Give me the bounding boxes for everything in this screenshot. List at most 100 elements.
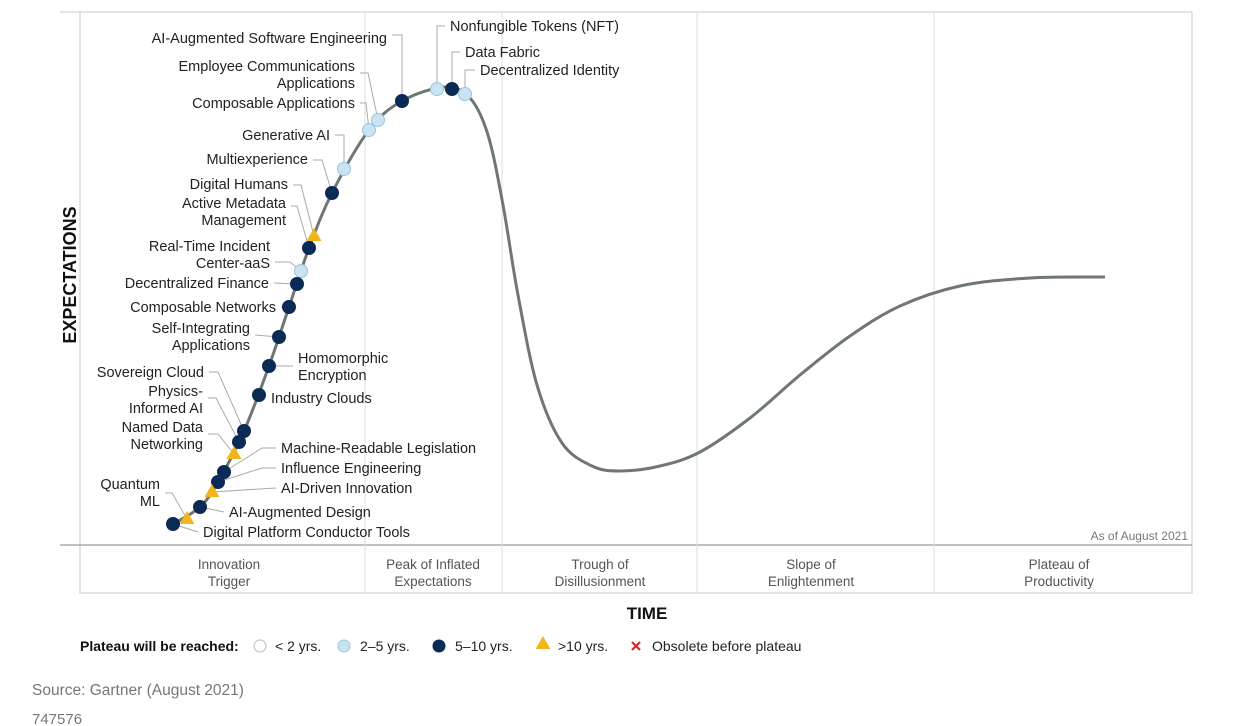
technology-label: Nonfungible Tokens (NFT) bbox=[450, 19, 619, 35]
technology-labels: AI-Augmented Software Engineering Employe… bbox=[97, 19, 620, 541]
leader-line bbox=[392, 34, 403, 101]
phase-label-line: Slope of bbox=[786, 557, 836, 572]
leader-line bbox=[451, 51, 460, 89]
phase-label-line: Disillusionment bbox=[555, 574, 646, 589]
phase-label: Slope of Enlightenment bbox=[768, 557, 855, 589]
leader-line bbox=[360, 102, 370, 131]
technology-marker bbox=[302, 241, 316, 255]
technology-label-line: Center-aaS bbox=[196, 256, 270, 272]
technology-label-line: Homomorphic bbox=[298, 351, 388, 367]
hype-curve bbox=[172, 85, 1106, 526]
technology-marker bbox=[282, 300, 296, 314]
leader-line bbox=[291, 205, 310, 249]
technology-marker bbox=[226, 446, 242, 459]
technology-label: Decentralized Identity bbox=[480, 63, 620, 79]
technology-marker bbox=[430, 82, 444, 96]
figure-id: 747576 bbox=[32, 711, 82, 726]
leader-line bbox=[209, 371, 245, 432]
phase-label-line: Expectations bbox=[394, 574, 472, 589]
legend: Plateau will be reached: < 2 yrs. 2–5 yrs… bbox=[80, 636, 801, 654]
technology-label-line: Quantum bbox=[100, 477, 160, 493]
technology-label: Composable Networks bbox=[130, 300, 276, 316]
technology-label-line: Decentralized Identity bbox=[480, 63, 620, 79]
technology-label-line: Employee Communications bbox=[179, 59, 356, 75]
technology-label: Composable Applications bbox=[192, 96, 355, 112]
leader-line bbox=[211, 487, 277, 493]
source-note: Source: Gartner (August 2021) bbox=[32, 682, 244, 699]
technology-label-line: Composable Applications bbox=[192, 96, 355, 112]
technology-label-line: Multiexperience bbox=[206, 152, 308, 168]
phase-label-line: Trigger bbox=[208, 574, 251, 589]
technology-label: Decentralized Finance bbox=[125, 276, 269, 292]
technology-label-line: Nonfungible Tokens (NFT) bbox=[450, 19, 619, 35]
legend-marker-2to5-icon bbox=[337, 639, 351, 653]
leader-line bbox=[223, 447, 276, 473]
legend-item: < 2 yrs. bbox=[253, 638, 321, 654]
technology-label-line: AI-Augmented Design bbox=[229, 505, 371, 521]
technology-marker bbox=[262, 359, 276, 373]
technology-marker bbox=[179, 511, 195, 524]
technology-label-line: Industry Clouds bbox=[271, 391, 372, 407]
technology-label: Real-Time Incident Center-aaS bbox=[149, 239, 270, 272]
technology-label-line: AI-Driven Innovation bbox=[281, 481, 412, 497]
legend-marker-5to10-icon bbox=[432, 639, 446, 653]
technology-markers bbox=[166, 82, 472, 531]
legend-label: 5–10 yrs. bbox=[455, 638, 513, 654]
leader-line bbox=[360, 72, 379, 121]
technology-marker bbox=[337, 162, 351, 176]
leader-lines bbox=[165, 25, 475, 533]
technology-label: Named Data Networking bbox=[122, 420, 204, 453]
technology-label-line: Machine-Readable Legislation bbox=[281, 441, 476, 457]
technology-marker bbox=[371, 113, 385, 127]
technology-label-line: Management bbox=[201, 213, 286, 229]
technology-label: Digital Humans bbox=[190, 177, 288, 193]
y-axis-label: EXPECTATIONS bbox=[60, 206, 80, 343]
technology-label-line: AI-Augmented Software Engineering bbox=[152, 31, 387, 47]
leader-line bbox=[165, 492, 188, 520]
technology-marker bbox=[325, 186, 339, 200]
technology-label-line: Active Metadata bbox=[182, 196, 287, 212]
technology-label-line: Self-Integrating bbox=[152, 321, 250, 337]
technology-marker bbox=[290, 277, 304, 291]
technology-label-line: Decentralized Finance bbox=[125, 276, 269, 292]
legend-label: Obsolete before plateau bbox=[652, 638, 801, 654]
technology-label: Digital Platform Conductor Tools bbox=[203, 525, 410, 541]
technology-label-line: Composable Networks bbox=[130, 300, 276, 316]
phase-label-line: Plateau of bbox=[1029, 557, 1090, 572]
technology-label-line: Named Data bbox=[122, 420, 204, 436]
technology-label: Active Metadata Management bbox=[182, 196, 287, 229]
phase-label-line: Innovation bbox=[198, 557, 260, 572]
technology-label: AI-Augmented Design bbox=[229, 505, 371, 521]
leader-line bbox=[335, 134, 345, 169]
technology-marker bbox=[211, 475, 225, 489]
technology-marker bbox=[193, 500, 207, 514]
plot-frame bbox=[60, 11, 1193, 594]
technology-label-line: Real-Time Incident bbox=[149, 239, 270, 255]
technology-marker bbox=[294, 264, 308, 278]
technology-label-line: Encryption bbox=[298, 368, 367, 384]
technology-label-line: Applications bbox=[277, 76, 355, 92]
technology-label: AI-Augmented Software Engineering bbox=[152, 31, 387, 47]
technology-label-line: Networking bbox=[130, 437, 203, 453]
technology-marker bbox=[232, 435, 246, 449]
legend-label: 2–5 yrs. bbox=[360, 638, 410, 654]
phase-label-line: Productivity bbox=[1024, 574, 1094, 589]
technology-label-line: Applications bbox=[172, 338, 250, 354]
technology-label: Self-Integrating Applications bbox=[152, 321, 250, 354]
technology-label: Generative AI bbox=[242, 128, 330, 144]
technology-label-line: Physics- bbox=[148, 384, 203, 400]
technology-marker bbox=[362, 123, 376, 137]
technology-marker bbox=[306, 228, 322, 241]
technology-label: Industry Clouds bbox=[271, 391, 372, 407]
technology-label-line: Sovereign Cloud bbox=[97, 365, 204, 381]
legend-title: Plateau will be reached: bbox=[80, 638, 239, 654]
phase-label: Trough of Disillusionment bbox=[555, 557, 646, 589]
technology-marker bbox=[204, 484, 220, 497]
technology-label: Employee Communications Applications bbox=[179, 59, 356, 92]
technology-marker bbox=[166, 517, 180, 531]
leader-line bbox=[313, 159, 333, 194]
phase-label-line: Trough of bbox=[571, 557, 629, 572]
phase-label: Peak of Inflated Expectations bbox=[386, 557, 480, 589]
technology-label-line: Informed AI bbox=[129, 401, 203, 417]
leader-line bbox=[217, 467, 276, 483]
